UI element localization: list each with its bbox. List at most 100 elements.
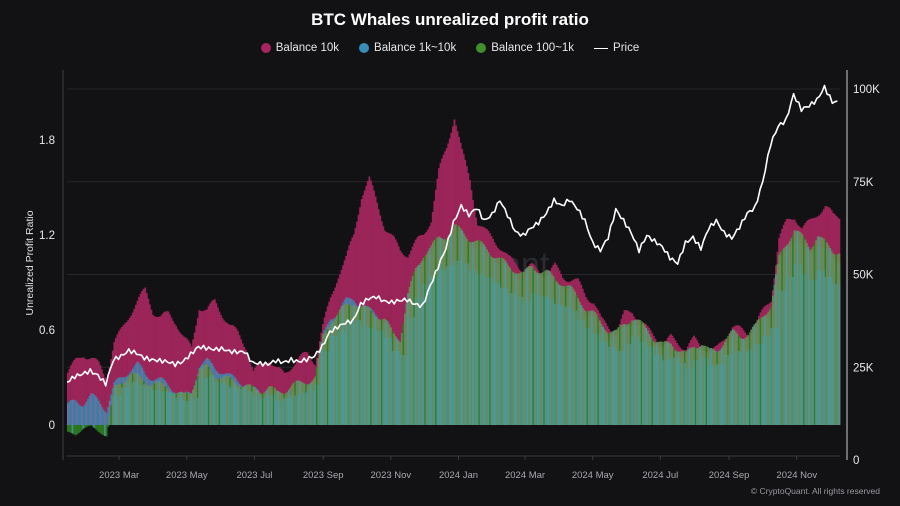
- bar-balance-10k: [145, 293, 148, 425]
- bar-balance-1k-10k: [99, 403, 102, 425]
- bar-overlay: [124, 387, 126, 425]
- bar-balance-10k: [237, 331, 239, 425]
- bar-overlay: [742, 352, 745, 425]
- legend-item-balance-10k[interactable]: Balance 10k: [260, 42, 339, 54]
- y-right-tick-label: 25K: [853, 362, 874, 374]
- bar-balance-100-1k: [782, 248, 785, 425]
- bar-overlay: [747, 349, 749, 425]
- legend-dot-balance-100-1k-icon: [476, 43, 487, 53]
- bar-overlay: [541, 295, 544, 425]
- bar-balance-10k: [370, 180, 372, 425]
- bar-balance-10k: [76, 357, 79, 425]
- bar-overlay: [461, 263, 463, 425]
- legend-item-price[interactable]: Price: [594, 42, 639, 54]
- bar-overlay: [274, 395, 276, 425]
- bar-balance-100-1k: [104, 425, 106, 436]
- bar-balance-1k-10k: [90, 393, 93, 425]
- legend-item-balance-100-1k[interactable]: Balance 100~1k: [476, 42, 574, 54]
- bar-overlay: [433, 276, 436, 425]
- bar-balance-10k: [232, 325, 235, 425]
- bar-overlay: [557, 303, 559, 426]
- bar-balance-100-1k: [145, 385, 148, 425]
- bar-overlay: [801, 274, 804, 425]
- bar-overlay: [421, 297, 423, 425]
- bar-balance-100-1k: [628, 323, 631, 425]
- bar-balance-100-1k: [388, 324, 391, 425]
- bar-overlay: [436, 276, 439, 425]
- bar-balance-100-1k: [87, 425, 89, 427]
- bar-balance-100-1k: [532, 268, 535, 425]
- bar-balance-100-1k: [108, 415, 111, 425]
- bar-balance-10k: [142, 288, 145, 425]
- bar-balance-10k: [150, 309, 153, 425]
- bar-balance-1k-10k: [84, 404, 86, 425]
- bar-overlay: [337, 330, 340, 425]
- bar-balance-10k: [184, 337, 187, 425]
- bar-balance-10k: [119, 328, 122, 425]
- bar-balance-100-1k: [110, 405, 113, 425]
- y-right-tick-label: 0: [853, 455, 859, 467]
- legend-dot-balance-10k-icon: [260, 43, 271, 53]
- bar-balance-100-1k: [122, 383, 125, 425]
- bar-overlay: [549, 298, 552, 425]
- bar-overlay: [824, 276, 827, 425]
- bar-balance-100-1k: [334, 318, 337, 425]
- chart-title: BTC Whales unrealized profit ratio: [311, 10, 589, 29]
- bar-balance-100-1k: [632, 320, 635, 425]
- bar-balance-10k: [223, 320, 225, 425]
- bar-balance-10k: [235, 328, 238, 425]
- bar-overlay: [546, 298, 549, 425]
- bar-balance-100-1k: [207, 366, 210, 425]
- bar-balance-10k: [178, 331, 181, 425]
- bar-balance-100-1k: [308, 383, 311, 425]
- bar-balance-100-1k: [249, 384, 252, 425]
- bar-balance-10k: [96, 359, 99, 425]
- bar-balance-100-1k: [594, 312, 597, 425]
- bar-balance-10k: [158, 316, 161, 425]
- bar-balance-10k: [105, 381, 108, 425]
- bar-overlay: [575, 310, 578, 425]
- bar-balance-100-1k: [481, 242, 484, 425]
- bar-overlay: [592, 333, 595, 425]
- bar-overlay: [275, 400, 278, 425]
- bar-overlay: [360, 325, 363, 425]
- bar-overlay: [336, 336, 338, 425]
- bar-balance-1k-10k: [104, 411, 106, 425]
- bar-overlay: [793, 263, 796, 425]
- bar-balance-10k: [397, 246, 400, 425]
- bar-overlay: [498, 282, 501, 425]
- bar-balance-10k: [124, 323, 127, 425]
- bar-balance-100-1k: [319, 349, 321, 425]
- bar-balance-10k: [130, 315, 133, 425]
- bar-overlay: [170, 392, 173, 425]
- bar-balance-100-1k: [427, 251, 430, 425]
- bar-balance-100-1k: [261, 393, 264, 425]
- bar-overlay: [127, 387, 130, 425]
- bar-overlay: [235, 387, 238, 425]
- bar-balance-1k-10k: [88, 396, 91, 425]
- bar-balance-100-1k: [439, 237, 442, 425]
- bar-balance-10k: [240, 339, 242, 425]
- bar-overlay: [788, 276, 791, 425]
- bar-balance-100-1k: [107, 425, 110, 427]
- bar-balance-100-1k: [597, 317, 600, 425]
- bar-balance-100-1k: [88, 425, 91, 426]
- bar-balance-100-1k: [759, 318, 762, 425]
- bar-balance-100-1k: [153, 383, 156, 425]
- bar-overlay: [438, 270, 440, 425]
- bar-balance-100-1k: [447, 236, 450, 425]
- bar-overlay: [329, 336, 332, 425]
- bar-balance-10k: [216, 307, 219, 425]
- bar-overlay: [422, 283, 425, 425]
- bar-overlay: [677, 363, 680, 425]
- bar-balance-100-1k: [233, 382, 236, 425]
- bar-overlay: [618, 350, 621, 425]
- bar-balance-100-1k: [612, 330, 615, 425]
- legend-item-balance-1k-10k[interactable]: Balance 1k~10k: [359, 42, 456, 54]
- bar-overlay: [707, 357, 709, 425]
- bar-balance-10k: [88, 358, 91, 425]
- bar-balance-100-1k: [172, 394, 174, 425]
- bar-overlay: [700, 357, 703, 425]
- bar-balance-10k: [215, 303, 218, 425]
- bar-balance-100-1k: [326, 329, 329, 425]
